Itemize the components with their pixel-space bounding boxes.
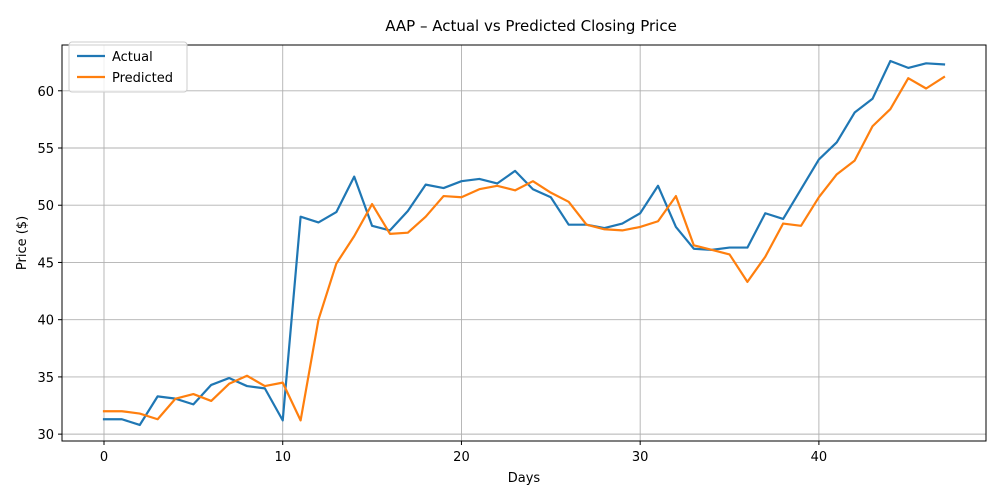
series-layer <box>102 59 946 427</box>
x-tick-label: 30 <box>632 450 649 465</box>
axis-ticks: 0 10 20 30 40 30 35 40 45 50 55 60 <box>37 85 827 465</box>
plot-frame <box>61 44 987 442</box>
x-tick-label: 20 <box>453 450 470 465</box>
chart-title: AAP – Actual vs Predicted Closing Price <box>385 17 677 35</box>
legend: Actual Predicted <box>68 41 188 93</box>
y-tick-label: 50 <box>37 199 54 214</box>
x-tick-label: 10 <box>274 450 291 465</box>
y-axis-label: Price ($) <box>15 216 30 270</box>
y-tick-label: 35 <box>37 371 54 386</box>
y-tick-label: 40 <box>37 314 54 329</box>
y-tick-label: 45 <box>37 256 54 271</box>
legend-label-predicted: Predicted <box>112 71 173 86</box>
grid <box>62 45 986 441</box>
x-tick-label: 0 <box>100 450 108 465</box>
y-tick-label: 60 <box>37 85 54 100</box>
legend-box <box>68 41 188 93</box>
x-axis-label: Days <box>508 471 541 486</box>
series-line-actual <box>102 59 946 427</box>
x-tick-label: 40 <box>811 450 828 465</box>
series-line-predicted <box>102 75 946 422</box>
y-tick-label: 30 <box>37 428 54 443</box>
y-tick-label: 55 <box>37 142 54 157</box>
legend-label-actual: Actual <box>112 50 153 65</box>
